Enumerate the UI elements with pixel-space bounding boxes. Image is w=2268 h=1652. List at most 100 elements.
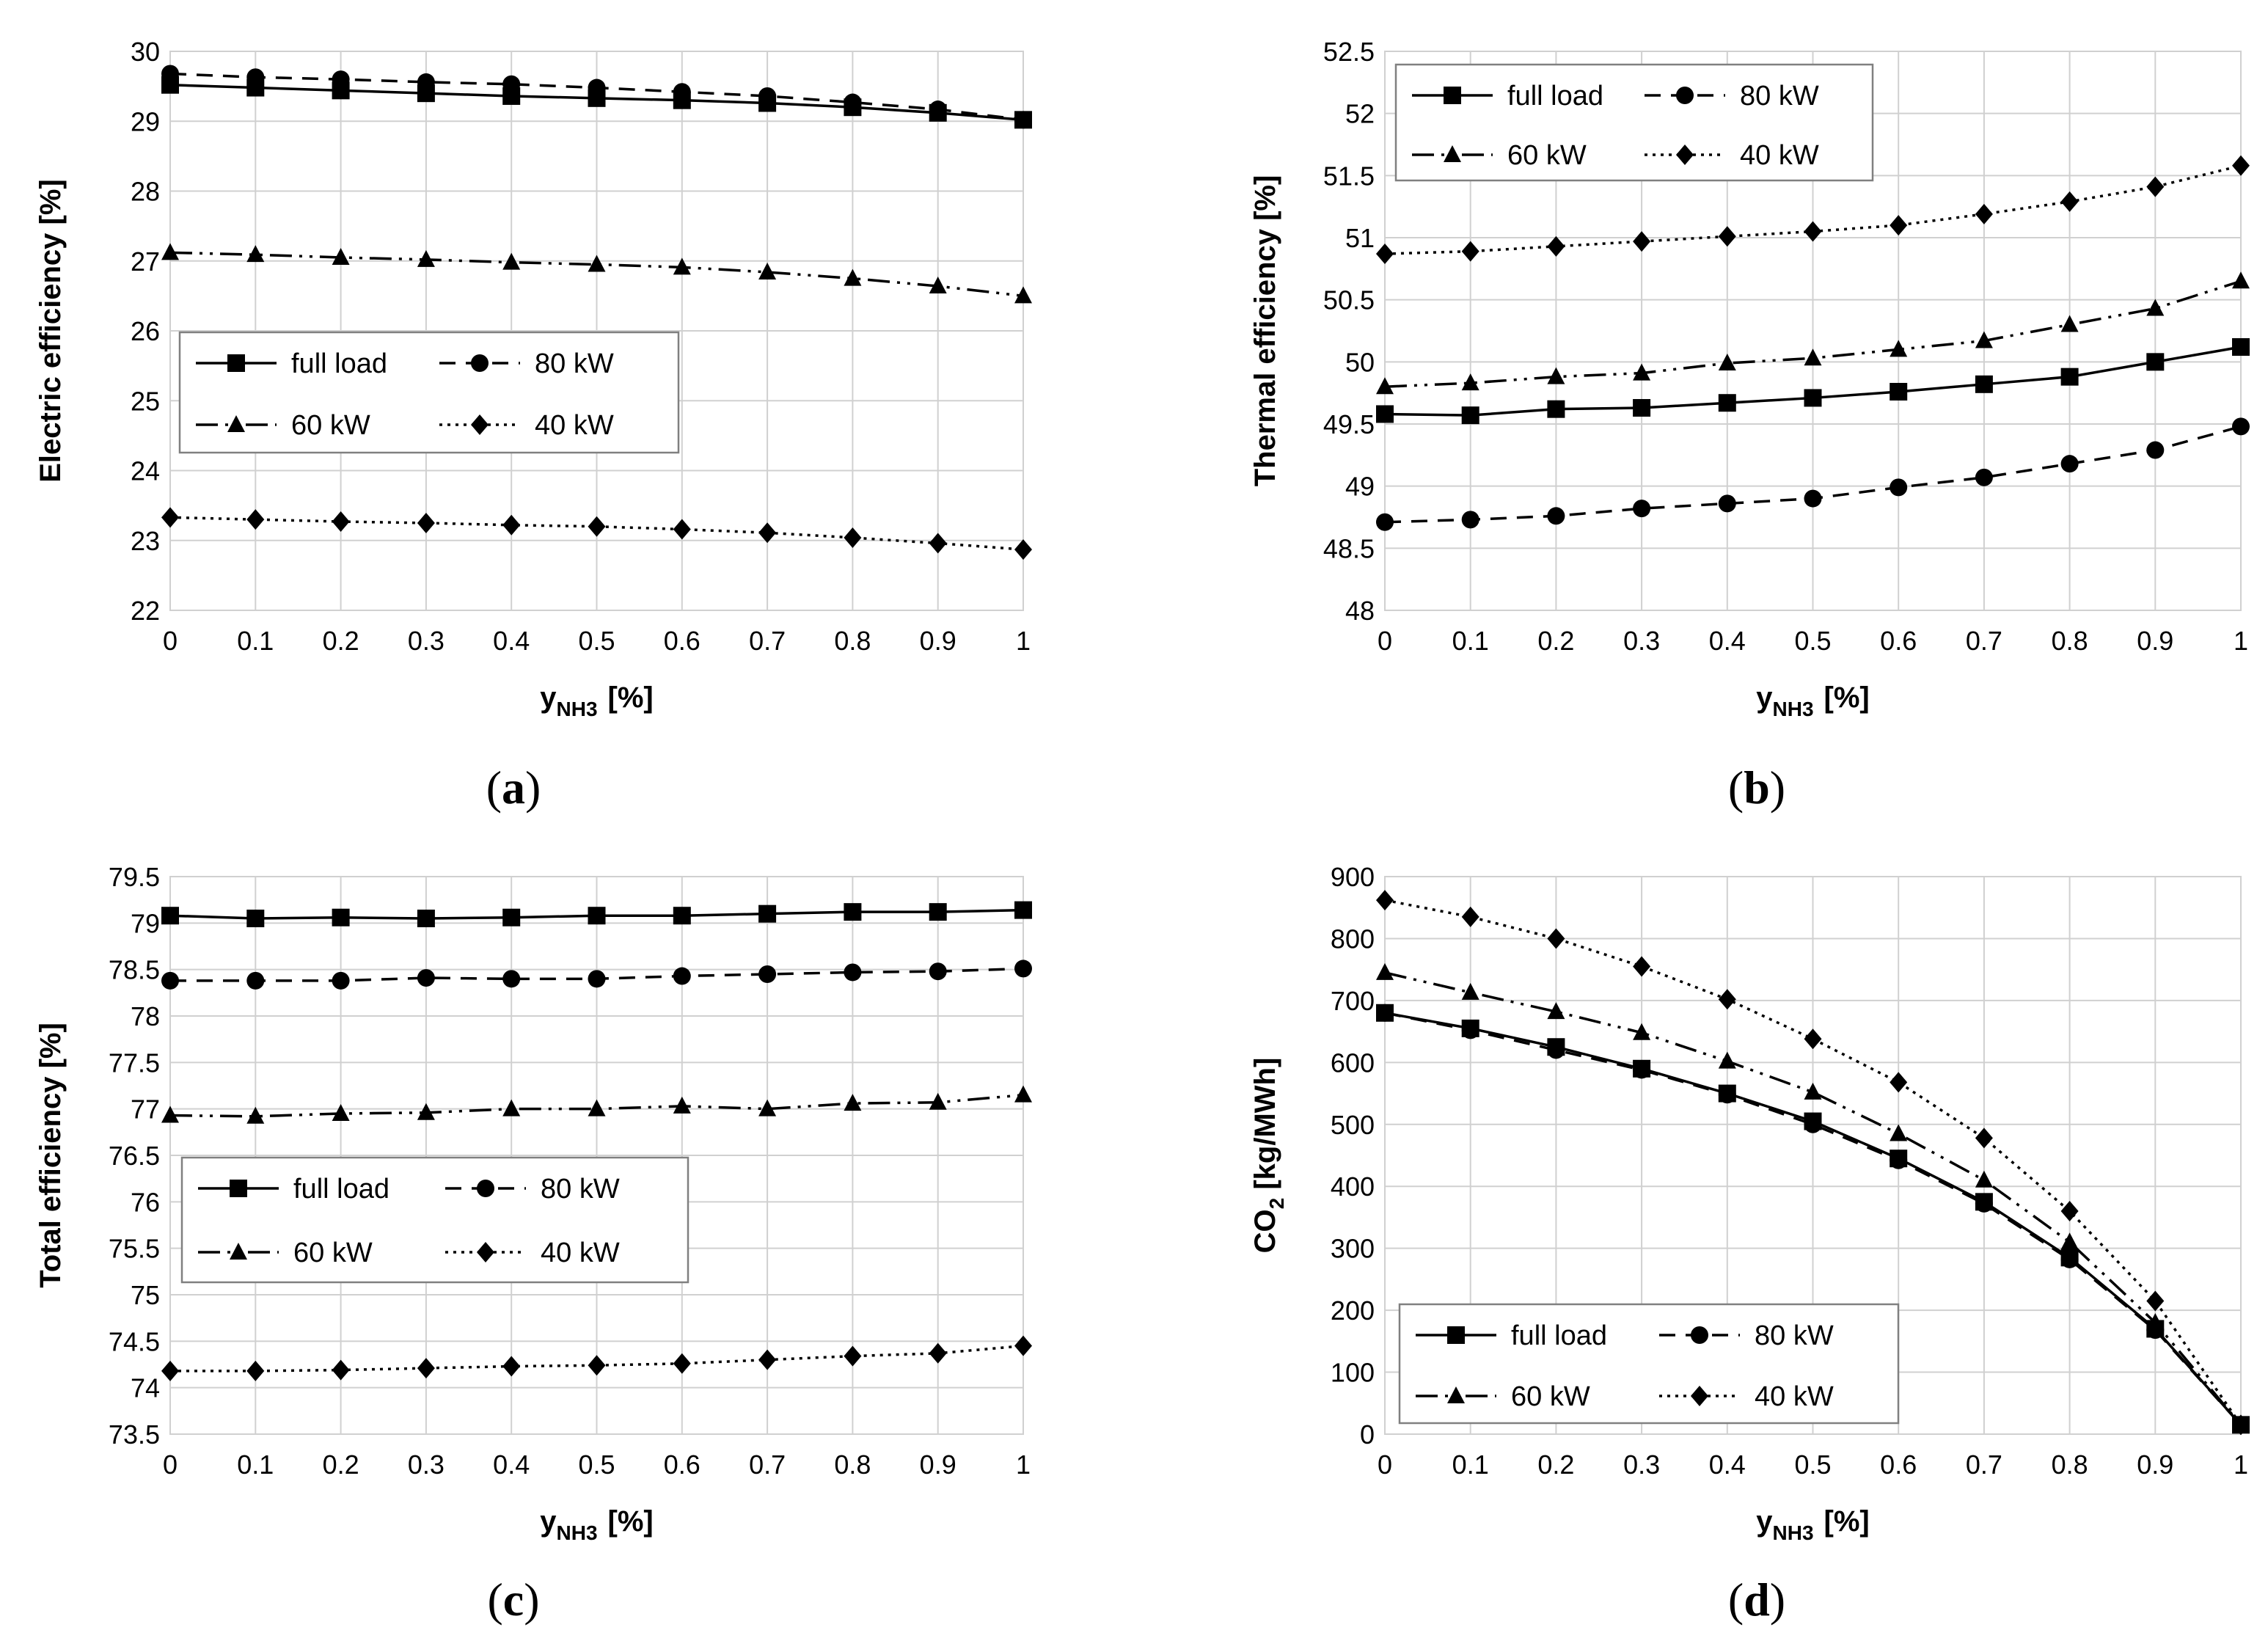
series-40kw: [161, 1335, 1032, 1381]
data-point-60kw: [1014, 1085, 1032, 1103]
x-tick-label: 0.2: [1537, 1450, 1574, 1480]
data-point-full-load: [2146, 353, 2165, 371]
x-tick-label: 0.4: [1709, 626, 1746, 656]
y-tick-label: 78.5: [109, 955, 160, 985]
x-tick-label: 1: [2234, 626, 2248, 656]
data-point-full-load: [1461, 406, 1479, 425]
x-tick-label: 1: [2234, 1450, 2248, 1480]
data-point-60kw: [2060, 315, 2079, 332]
data-point-80kw: [246, 68, 265, 87]
legend-swatch-marker: [227, 354, 245, 372]
data-point-80kw: [1804, 1115, 1822, 1133]
data-point-60kw: [2146, 1313, 2165, 1330]
data-point-60kw: [1804, 348, 1822, 366]
legend-label: 80 kW: [535, 348, 614, 379]
panel-b: 48 48.5 49 49.5 50 50.5 51 51.5 52 52.5 0 0.1 0.2 0.3…: [1249, 37, 2250, 814]
legend-label: full load: [1507, 81, 1603, 112]
x-tick-label: 0.5: [578, 626, 615, 656]
series-line-40kw: [169, 516, 1024, 551]
data-point-80kw: [588, 78, 606, 97]
legend-item-full-load: full load: [196, 348, 387, 379]
x-tick-label: 0.5: [1794, 1450, 1831, 1480]
data-point-40kw: [673, 519, 691, 540]
data-point-60kw: [1376, 377, 1394, 395]
data-point-40kw: [1890, 1072, 1908, 1093]
data-point-80kw: [1890, 1151, 1908, 1169]
y-tick-label: 49: [1345, 472, 1375, 502]
data-point-80kw: [1376, 1004, 1394, 1022]
data-point-80kw: [332, 70, 350, 89]
y-tick-label: 76: [131, 1187, 160, 1217]
data-point-40kw: [417, 1358, 435, 1379]
y-tick-label: 77: [131, 1094, 160, 1125]
y-tick-label: 29: [131, 106, 160, 136]
data-point-80kw: [246, 971, 265, 990]
data-point-full-load: [588, 907, 606, 925]
data-point-60kw: [1014, 286, 1032, 304]
data-point-80kw: [588, 970, 606, 988]
y-tick-label: 78: [131, 1001, 160, 1031]
legend-item-80kw: 80 kW: [1659, 1320, 1834, 1351]
panel-a: 22 23 24 25 26 27 28 29 30 0 0.1 0.2 0.3 0.4 0.5 0.6 0.7…: [34, 37, 1032, 814]
data-point-80kw: [844, 963, 862, 982]
data-point-40kw: [588, 516, 606, 537]
y-axis-title: CO2 [kg/MWh]: [1249, 1058, 1288, 1254]
legend-item-80kw: 80 kW: [1645, 81, 1819, 112]
data-point-40kw: [1014, 539, 1032, 560]
gridlines: [169, 876, 1024, 1435]
data-point-60kw: [332, 247, 350, 265]
y-tick-label: 79: [131, 908, 160, 938]
y-tick-label: 48.5: [1323, 533, 1375, 563]
x-tick-label: 0.2: [323, 626, 359, 656]
legend-item-full-load: full load: [198, 1174, 389, 1205]
data-point-60kw: [588, 255, 606, 272]
data-point-60kw: [502, 252, 521, 270]
data-point-80kw: [161, 65, 179, 83]
series-line-40kw: [1384, 899, 2242, 1426]
legend-swatch-marker: [1444, 145, 1461, 162]
x-tick-label: 0.9: [920, 1450, 956, 1480]
data-point-80kw: [2060, 455, 2079, 473]
data-point-80kw: [417, 969, 435, 987]
data-point-80kw: [1718, 494, 1736, 513]
series-line-60kw: [169, 1093, 1024, 1118]
data-point-40kw: [2060, 191, 2079, 212]
x-axis-title: yNH3 [%]: [540, 681, 653, 720]
data-point-60kw: [929, 1092, 947, 1110]
y-tick-label: 50: [1345, 347, 1375, 377]
y-tick-label: 0: [1360, 1419, 1375, 1450]
y-tick-label: 75: [131, 1280, 160, 1310]
data-point-80kw: [1633, 500, 1651, 518]
panel-d: 0 100 200 300 400 500 600 700 800 900 0 0.1 0.2 0.3 0.…: [1249, 862, 2250, 1626]
legend-label: 40 kW: [1740, 140, 1819, 171]
series-full-load: [161, 901, 1032, 927]
y-tick-label: 51.5: [1323, 161, 1375, 191]
y-axis-title: Thermal efficiency [%]: [1249, 175, 1281, 487]
x-tick-label: 0: [1378, 626, 1392, 656]
series-line-60kw: [169, 251, 1024, 298]
data-point-60kw: [1633, 1023, 1651, 1040]
x-tick-label: 0.8: [2052, 626, 2088, 656]
data-point-80kw: [2060, 1250, 2079, 1268]
legend-box: [1398, 1303, 1900, 1425]
data-point-40kw: [246, 509, 265, 530]
data-point-80kw: [2232, 417, 2250, 436]
legend-swatch-marker: [230, 1243, 247, 1260]
legend-item-40kw: 40 kW: [1659, 1381, 1834, 1412]
series-line-40kw: [170, 1344, 1024, 1373]
x-tick-label: 0.2: [323, 1450, 359, 1480]
x-tick-label: 0.2: [1537, 626, 1574, 656]
data-point-40kw: [673, 1353, 691, 1374]
data-point-40kw: [2146, 176, 2165, 197]
legend-item-full-load: full load: [1412, 81, 1603, 112]
data-point-40kw: [332, 1359, 350, 1381]
data-point-full-load: [1804, 389, 1822, 407]
series-80kw: [1376, 1004, 2250, 1434]
legend-label: 60 kW: [293, 1238, 373, 1268]
y-tick-label: 26: [131, 316, 160, 346]
data-point-40kw: [929, 533, 947, 554]
data-point-full-load: [246, 910, 265, 927]
x-tick-label: 0.6: [664, 1450, 700, 1480]
data-point-full-load: [502, 908, 521, 926]
data-point-40kw: [2232, 1414, 2250, 1436]
